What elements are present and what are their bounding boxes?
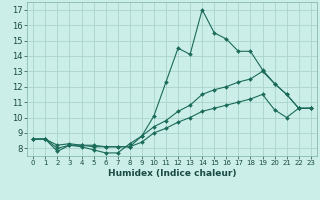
X-axis label: Humidex (Indice chaleur): Humidex (Indice chaleur) [108, 169, 236, 178]
